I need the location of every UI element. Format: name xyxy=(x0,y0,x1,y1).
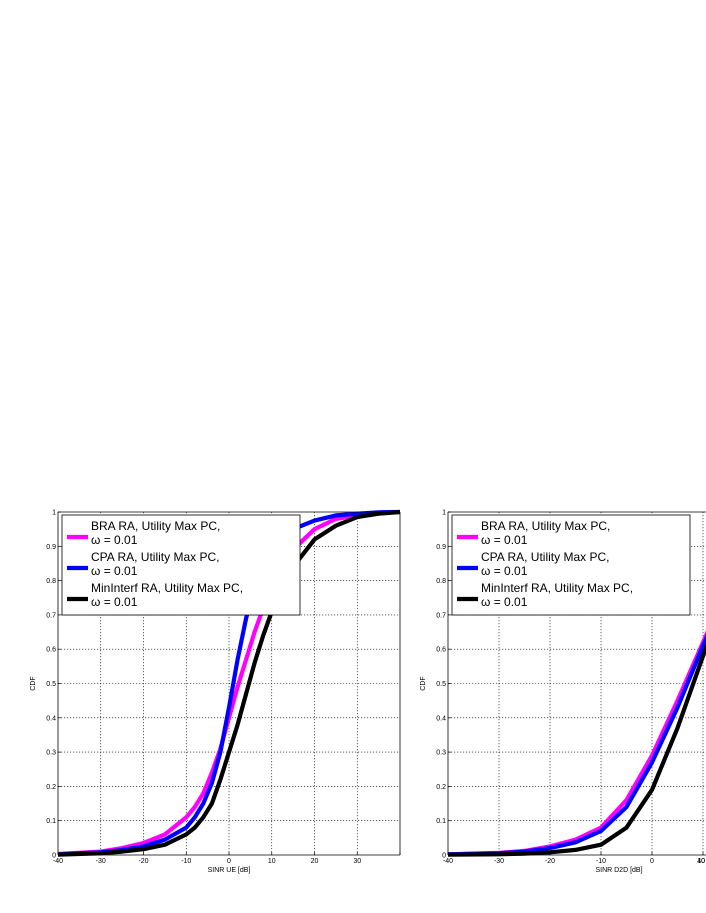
y-axis-label: CDF xyxy=(30,676,37,690)
legend-label-3: MinInterf RA, Utility Max PC, xyxy=(481,581,633,595)
y-tick-label: 0 xyxy=(442,853,446,860)
x-tick-label: 40 xyxy=(697,858,705,865)
y-tick-label: 0.4 xyxy=(46,715,56,722)
x-tick-label: 10 xyxy=(697,858,705,865)
x-tick-label: -10 xyxy=(596,858,606,865)
legend-label-3-omega: ω = 0.01 xyxy=(481,595,528,609)
y-tick-label: 0.9 xyxy=(46,544,56,551)
legend-label-3-omega: ω = 0.01 xyxy=(91,595,138,609)
legend-label-2: CPA RA, Utility Max PC, xyxy=(91,550,219,564)
x-tick-label: 0 xyxy=(650,858,654,865)
y-tick-label: 0 xyxy=(52,853,56,860)
y-tick-label: 0.6 xyxy=(46,647,56,654)
legend-box xyxy=(61,514,301,616)
y-tick-label: 0.9 xyxy=(436,544,446,551)
series-group xyxy=(58,509,400,857)
y-tick-label: 0.2 xyxy=(46,784,56,791)
y-tick-label: 0.1 xyxy=(436,818,446,825)
chart-2: -40 -30 -20 -10 0 10 0 0.1 0.2 0.3 0.4 0.5 0.6 0.7 0.8… xyxy=(420,510,706,874)
y-tick-label: 0.1 xyxy=(46,818,56,825)
x-axis-label: SINR D2D [dB] xyxy=(595,867,642,874)
series-line-3 xyxy=(448,642,706,857)
series-line-2 xyxy=(58,509,400,857)
legend-label-2: CPA RA, Utility Max PC, xyxy=(481,550,609,564)
x-tick-label: 10 xyxy=(268,858,276,865)
x-tick-label: 30 xyxy=(353,858,361,865)
chart-1: -40 -30 -20 -10 0 10 20 30 4000.10.20.30.40.50.6… xyxy=(30,510,705,875)
legend-label-3: MinInterf RA, Utility Max PC, xyxy=(91,581,243,595)
legend-label-1-omega: ω = 0.01 xyxy=(91,533,138,547)
x-tick-label: 20 xyxy=(311,858,319,865)
x-tick-label: -40 xyxy=(53,858,63,865)
y-tick-label: 0.8 xyxy=(46,578,56,585)
legend-label-1: BRA RA, Utility Max PC, xyxy=(481,519,610,533)
y-tick-label: 0.3 xyxy=(436,750,446,757)
y-tick-label: 0.2 xyxy=(436,784,446,791)
y-tick-label: 0.3 xyxy=(46,750,56,757)
y-tick-label: 1 xyxy=(52,510,56,517)
x-tick-label: -30 xyxy=(494,858,504,865)
legend-label-1: BRA RA, Utility Max PC, xyxy=(91,519,220,533)
y-tick-label: 0.5 xyxy=(436,681,446,688)
y-tick-label: 0.5 xyxy=(46,681,56,688)
x-tick-label: -30 xyxy=(96,858,106,865)
y-tick-label: 0.7 xyxy=(46,612,56,619)
series-group xyxy=(448,630,706,857)
legend-label-1-omega: ω = 0.01 xyxy=(481,533,528,547)
y-tick-label: 0.8 xyxy=(436,578,446,585)
x-axis-label: SINR UE [dB] xyxy=(208,867,251,874)
series-line-1 xyxy=(58,509,400,857)
x-tick-label: -40 xyxy=(443,858,453,865)
legend-label-2-omega: ω = 0.01 xyxy=(481,564,528,578)
legend-label-2-omega: ω = 0.01 xyxy=(91,564,138,578)
series-line-3 xyxy=(58,509,400,857)
x-tick-label: -20 xyxy=(545,858,555,865)
legend-box xyxy=(451,514,691,616)
x-tick-label: -10 xyxy=(181,858,191,865)
y-tick-label: 0.6 xyxy=(436,647,446,654)
y-tick-label: 1 xyxy=(442,510,446,517)
y-tick-label: 0.7 xyxy=(436,612,446,619)
x-tick-label: -20 xyxy=(138,858,148,865)
y-axis-label: CDF xyxy=(420,676,427,690)
x-tick-label: 0 xyxy=(227,858,231,865)
y-tick-label: 0.4 xyxy=(436,715,446,722)
